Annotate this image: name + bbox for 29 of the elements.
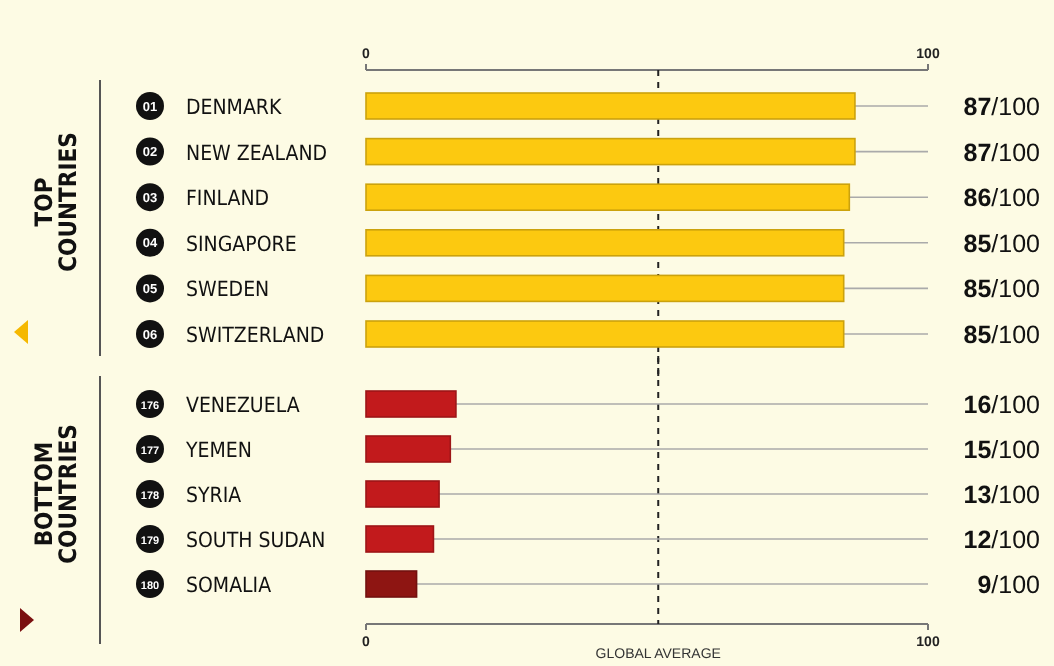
y-tick-label: SOMALIA <box>186 574 273 598</box>
bar <box>365 570 418 598</box>
y-tick-label: YEMEN <box>184 439 252 463</box>
y-tick-label: SWEDEN <box>186 278 270 303</box>
y-tick-label: SWITZERLAND <box>186 324 325 348</box>
bar <box>365 435 452 463</box>
y-tick-label: FINLAND <box>186 187 270 212</box>
y-tick-label: SINGAPORE <box>186 232 297 257</box>
data-label: 85/100 <box>963 275 1041 304</box>
data-label: 16/100 <box>963 391 1041 419</box>
bar <box>365 390 457 418</box>
data-label: 13/100 <box>963 481 1041 509</box>
data-label: 87/100 <box>963 138 1041 167</box>
text: BOTTOM COUNTRIES <box>30 424 82 564</box>
data-label: 15/100 <box>963 436 1041 464</box>
y-tick-label: NEW ZEALAND <box>186 141 328 166</box>
y-tick-label: VENEZUELA <box>186 394 301 418</box>
data-label: 85/100 <box>963 321 1041 349</box>
bar <box>365 480 440 508</box>
data-label: 12/100 <box>963 526 1041 554</box>
bar <box>365 525 435 553</box>
y-tick-label: SYRIA <box>186 484 243 508</box>
data-label: 86/100 <box>963 184 1041 213</box>
y-tick-label: DENMARK <box>186 96 283 120</box>
text: TOP COUNTRIES <box>30 132 82 272</box>
data-label: 87/100 <box>963 93 1041 121</box>
data-label: 9/100 <box>977 571 1041 599</box>
y-tick-label: SOUTH SUDAN <box>186 529 326 553</box>
data-label: 85/100 <box>963 229 1041 258</box>
